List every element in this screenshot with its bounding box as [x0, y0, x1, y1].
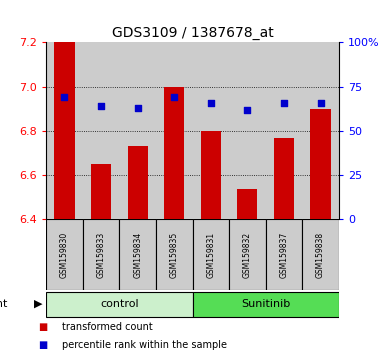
FancyBboxPatch shape	[46, 219, 83, 290]
Text: GSM159831: GSM159831	[206, 232, 215, 278]
Bar	[119, 42, 156, 219]
Bar	[266, 42, 302, 219]
Bar	[310, 109, 331, 219]
FancyBboxPatch shape	[156, 219, 192, 290]
Bar	[156, 42, 192, 219]
Text: GSM159834: GSM159834	[133, 232, 142, 278]
FancyBboxPatch shape	[229, 219, 266, 290]
Bar	[46, 42, 83, 219]
Point	[61, 95, 68, 100]
FancyBboxPatch shape	[83, 219, 119, 290]
Text: control: control	[100, 299, 139, 309]
Bar	[237, 189, 258, 219]
FancyBboxPatch shape	[192, 219, 229, 290]
Bar	[54, 42, 75, 219]
Bar	[192, 42, 229, 219]
Point	[281, 100, 287, 105]
FancyBboxPatch shape	[119, 219, 156, 290]
Bar	[164, 87, 184, 219]
FancyBboxPatch shape	[192, 292, 339, 317]
Text: agent: agent	[0, 299, 8, 309]
Point	[135, 105, 141, 111]
Point	[208, 100, 214, 105]
Bar	[83, 42, 119, 219]
Point	[171, 95, 177, 100]
Point	[318, 100, 324, 105]
Text: Sunitinib: Sunitinib	[241, 299, 290, 309]
FancyBboxPatch shape	[266, 219, 302, 290]
Text: ■: ■	[38, 322, 48, 332]
Text: GSM159833: GSM159833	[97, 232, 105, 278]
Text: GSM159832: GSM159832	[243, 232, 252, 278]
Bar	[201, 131, 221, 219]
Bar	[229, 42, 266, 219]
Text: transformed count: transformed count	[62, 322, 152, 332]
Bar	[302, 42, 339, 219]
FancyBboxPatch shape	[46, 292, 192, 317]
Text: GSM159835: GSM159835	[170, 232, 179, 278]
Bar	[274, 138, 294, 219]
Text: ▶: ▶	[34, 299, 43, 309]
Point	[244, 107, 251, 113]
Bar	[91, 164, 111, 219]
Text: percentile rank within the sample: percentile rank within the sample	[62, 340, 227, 350]
Point	[98, 103, 104, 109]
Bar	[127, 147, 148, 219]
Title: GDS3109 / 1387678_at: GDS3109 / 1387678_at	[112, 26, 273, 40]
Text: GSM159830: GSM159830	[60, 232, 69, 278]
Text: ■: ■	[38, 340, 48, 350]
FancyBboxPatch shape	[302, 219, 339, 290]
Text: GSM159837: GSM159837	[280, 232, 288, 278]
Text: GSM159838: GSM159838	[316, 232, 325, 278]
